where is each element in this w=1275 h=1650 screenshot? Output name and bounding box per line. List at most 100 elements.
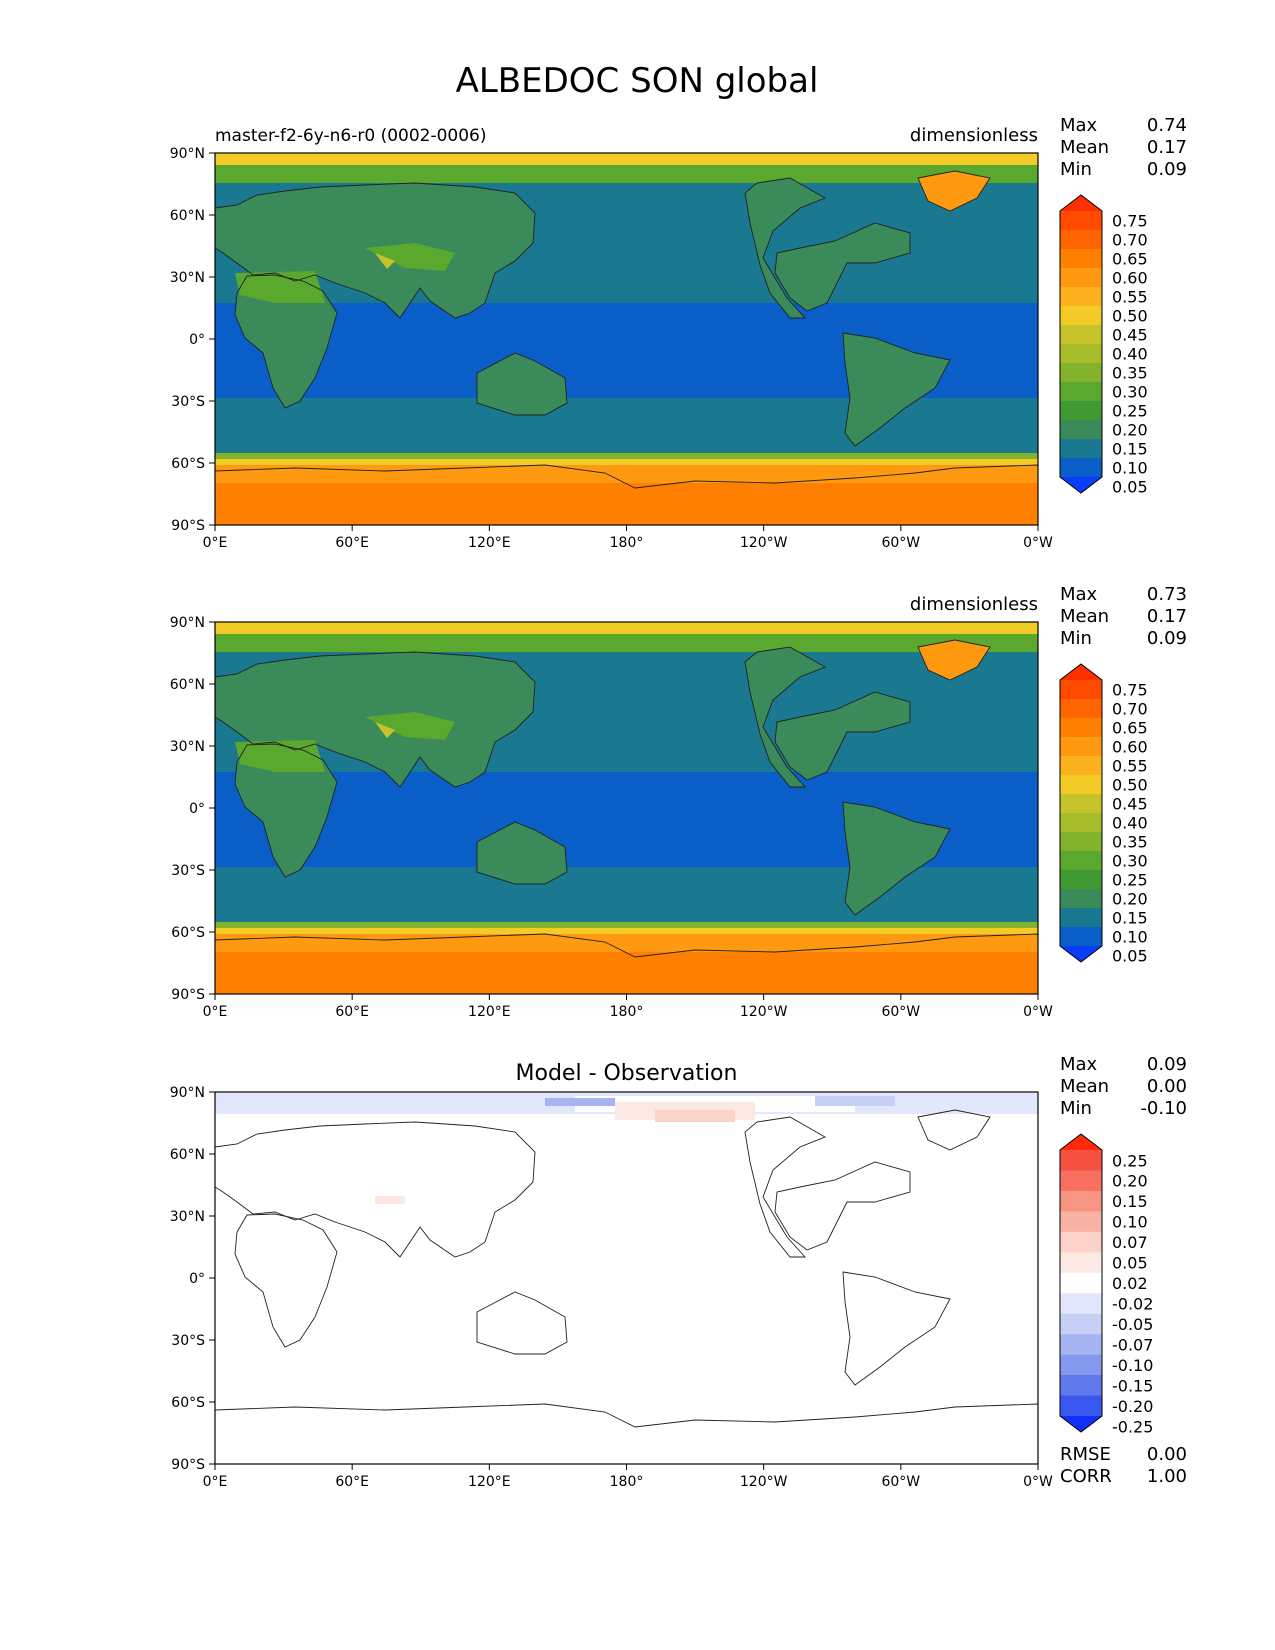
panel-left-title: master-f2-6y-n6-r0 (0002-0006) — [215, 126, 487, 146]
colorbar-extend-min — [1060, 1416, 1102, 1432]
map-background — [215, 1092, 1038, 1464]
stat-value: 0.09 — [1147, 1054, 1187, 1075]
colorbar-tick-label: 0.10 — [1112, 1213, 1148, 1232]
land-region — [375, 722, 395, 738]
antarctica-interior — [215, 483, 1038, 525]
colorbar-segment — [1060, 1334, 1102, 1356]
land-region — [775, 223, 910, 311]
colorbar: 0.750.700.650.600.550.500.450.400.350.30… — [1059, 663, 1148, 965]
colorbar-segment — [1060, 851, 1102, 871]
colorbar-extend-max — [1060, 1134, 1102, 1150]
colorbar-tick-label: 0.05 — [1112, 1254, 1148, 1273]
colorbar-tick-label: 0.30 — [1112, 382, 1148, 401]
lat-tick-label: 90°N — [170, 146, 205, 162]
lat-tick-label: 30°S — [171, 394, 205, 410]
colorbar-tick-label: 0.02 — [1112, 1274, 1148, 1293]
colorbar-segment — [1060, 718, 1102, 738]
colorbar-segment — [1060, 306, 1102, 326]
colorbar-tick-label: 0.05 — [1112, 946, 1148, 965]
map-area: 90°N 60°N 30°N 0° 30°S 60°S 90°S0°E 60°E 120°E 18… — [170, 1061, 1053, 1490]
land-region — [375, 253, 395, 269]
coastline — [917, 639, 991, 681]
stat-label: RMSE — [1060, 1444, 1111, 1465]
colorbar-segment — [1060, 756, 1102, 776]
coastline — [234, 1213, 338, 1348]
colorbar-tick-label: 0.60 — [1112, 268, 1148, 287]
colorbar-tick-label: 0.20 — [1112, 420, 1148, 439]
colorbar-tick-label: 0.75 — [1112, 211, 1148, 230]
lat-tick-label: 60°N — [170, 1147, 205, 1163]
colorbar-tick-label: 0.60 — [1112, 737, 1148, 756]
lon-tick-label: 180° — [610, 1004, 644, 1020]
lat-tick-label: 30°N — [170, 739, 205, 755]
colorbar-segment — [1060, 1375, 1102, 1397]
lat-tick-label: 30°S — [171, 1333, 205, 1349]
colorbar-segment — [1060, 699, 1102, 719]
colorbar: 0.250.200.150.100.070.050.02-0.02-0.05-0… — [1059, 1133, 1153, 1436]
arctic-anomaly — [545, 1098, 615, 1106]
land-region — [235, 744, 337, 877]
greenland — [918, 640, 990, 680]
colorbar-segment — [1060, 211, 1102, 231]
lon-tick-label: 0°E — [203, 535, 228, 551]
colorbar-segment — [1060, 382, 1102, 402]
stats-block: Max 0.74 Mean 0.17 Min 0.09 — [1060, 115, 1187, 180]
lon-tick-label: 180° — [610, 1474, 644, 1490]
colorbar-segment — [1060, 401, 1102, 421]
lat-tick-label: 30°S — [171, 863, 205, 879]
greenland — [918, 171, 990, 211]
coastline — [234, 274, 338, 409]
lon-tick-label: 120°E — [468, 535, 511, 551]
colorbar: 0.750.700.650.600.550.500.450.400.350.30… — [1059, 194, 1148, 496]
figure-title: ALBEDOC SON global — [456, 61, 819, 101]
colorbar-segment — [1060, 363, 1102, 383]
colorbar-segment — [1060, 439, 1102, 459]
lat-tick-label: 60°N — [170, 208, 205, 224]
colorbar-tick-label: 0.40 — [1112, 344, 1148, 363]
colorbar-segment — [1060, 1252, 1102, 1274]
colorbar-tick-label: 0.65 — [1112, 718, 1148, 737]
stat-label: Mean — [1060, 606, 1109, 627]
lon-tick-label: 120°E — [468, 1474, 511, 1490]
colorbar-tick-label: 0.25 — [1112, 401, 1148, 420]
lon-tick-label: 0°W — [1023, 1004, 1053, 1020]
coastline — [215, 933, 1038, 994]
colorbar-segment — [1060, 230, 1102, 250]
panel-units: dimensionless — [910, 125, 1038, 146]
map-panel-1: 90°N 60°N 30°N 0° 30°S 60°S 90°S0°E 60°E 120°E 18… — [170, 115, 1187, 551]
coastline — [842, 1271, 951, 1386]
coastline — [476, 1291, 568, 1355]
lat-tick-label: 90°N — [170, 1085, 205, 1101]
panel-center-title: Model - Observation — [516, 1061, 738, 1086]
coastline — [215, 182, 536, 319]
coastline — [215, 1403, 1038, 1464]
colorbar-tick-label: 0.65 — [1112, 249, 1148, 268]
stat-value: 0.74 — [1147, 115, 1187, 136]
colorbar-segment — [1060, 680, 1102, 700]
colorbar-tick-label: -0.20 — [1112, 1397, 1153, 1416]
colorbar-segment — [1060, 287, 1102, 307]
stats-block: Max 0.73 Mean 0.17 Min 0.09 — [1060, 584, 1187, 649]
colorbar-tick-label: 0.35 — [1112, 363, 1148, 382]
land-region — [775, 692, 910, 780]
colorbar-tick-label: -0.25 — [1112, 1417, 1153, 1436]
colorbar-tick-label: 0.70 — [1112, 230, 1148, 249]
southern-ocean-band — [215, 459, 1038, 467]
colorbar-tick-label: 0.30 — [1112, 851, 1148, 870]
colorbar-segment — [1060, 889, 1102, 909]
colorbar-segment — [1060, 1293, 1102, 1315]
colorbar-segment — [1060, 325, 1102, 345]
colorbar-tick-label: 0.10 — [1112, 458, 1148, 477]
colorbar-outline — [1059, 194, 1103, 494]
stat-label: Mean — [1060, 1076, 1109, 1097]
coastline — [917, 170, 991, 212]
colorbar-tick-label: 0.20 — [1112, 1172, 1148, 1191]
colorbar-extend-max — [1060, 664, 1102, 680]
land-region — [843, 802, 950, 915]
stat-value: 0.00 — [1147, 1076, 1187, 1097]
land-region — [477, 353, 567, 415]
colorbar-tick-label: 0.07 — [1112, 1233, 1148, 1252]
lat-tick-label: 90°S — [171, 518, 205, 534]
colorbar-tick-label: 0.20 — [1112, 889, 1148, 908]
colorbar-segment — [1060, 1211, 1102, 1233]
